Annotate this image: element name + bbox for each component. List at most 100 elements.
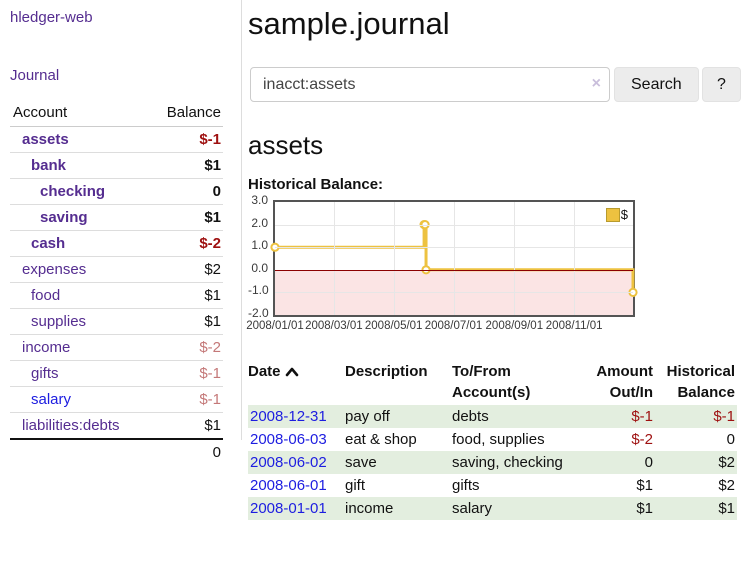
register-cell-balance: 0 bbox=[726, 431, 735, 448]
sidebar-item-journal[interactable]: Journal bbox=[10, 67, 60, 84]
account-balance: $-1 bbox=[148, 386, 223, 413]
account-balance: $1 bbox=[204, 417, 221, 434]
x-axis-tick-label: 2008/07/01 bbox=[424, 320, 483, 332]
x-axis-tick-label: 2008/03/01 bbox=[305, 320, 363, 332]
page-title: sample.journal bbox=[248, 6, 450, 41]
account-row: supplies $1 bbox=[10, 308, 223, 335]
register-cell-description: pay off bbox=[345, 405, 452, 428]
account-row: checking 0 bbox=[10, 178, 223, 205]
sidebar: hledger-web Journal Account Balance asse… bbox=[0, 0, 242, 465]
transaction-date-link[interactable]: 2008-06-02 bbox=[250, 454, 327, 471]
gridline bbox=[574, 202, 576, 315]
register-cell-tofrom: salary bbox=[452, 497, 580, 520]
account-row: food $1 bbox=[10, 282, 223, 309]
account-balance: $1 bbox=[148, 308, 223, 335]
register-row: 2008-01-01 income salary $1 $1 bbox=[248, 497, 737, 520]
legend-label: $ bbox=[620, 207, 628, 222]
x-axis-tick-label: 2008/11/01 bbox=[545, 320, 603, 332]
sidebar-account-salary[interactable]: salary bbox=[31, 391, 72, 408]
account-row: liabilities:debts $1 bbox=[10, 413, 223, 440]
register-header-tofrom: To/From Account(s) bbox=[452, 363, 531, 401]
y-axis-tick-label: 2.0 bbox=[251, 215, 268, 230]
register-cell-tofrom: gifts bbox=[452, 477, 480, 494]
accounts-total-value: 0 bbox=[148, 438, 223, 465]
account-balance: $-2 bbox=[148, 334, 223, 361]
x-axis-tick-label: 2008/09/01 bbox=[485, 320, 544, 332]
main-content: sample.journal × Search ? assets Histori… bbox=[246, 0, 742, 520]
register-row: 2008-06-03 eat & shop food, supplies $-2 0 bbox=[248, 428, 737, 451]
y-axis-tick-label: 3.0 bbox=[251, 193, 268, 207]
legend-swatch-icon bbox=[605, 207, 620, 222]
sidebar-account-bank[interactable]: bank bbox=[31, 157, 67, 174]
register-cell-description: gift bbox=[345, 477, 366, 494]
gridline bbox=[514, 202, 516, 315]
sidebar-account-checking[interactable]: checking bbox=[40, 183, 106, 200]
transaction-date-link[interactable]: 2008-12-31 bbox=[250, 408, 327, 425]
search-input[interactable] bbox=[250, 67, 610, 102]
search-button[interactable]: Search bbox=[614, 67, 699, 102]
gridline bbox=[275, 247, 633, 249]
sidebar-account-gifts[interactable]: gifts bbox=[31, 365, 59, 382]
transaction-date-link[interactable]: 2008-06-03 bbox=[250, 431, 327, 448]
account-balance: 0 bbox=[148, 178, 223, 205]
sidebar-account-liabilities-debts[interactable]: liabilities:debts bbox=[22, 417, 120, 434]
account-row: cash $-2 bbox=[10, 230, 223, 257]
account-row: expenses $2 bbox=[10, 256, 223, 283]
search-form: × Search ? bbox=[248, 67, 742, 103]
account-row: salary $-1 bbox=[10, 386, 223, 413]
historical-balance-chart: 3.0 2.0 1.0 0.0 -1.0 -2.0 $ 2008/01/01 2008/03… bbox=[246, 194, 742, 340]
help-button[interactable]: ? bbox=[702, 67, 741, 102]
sidebar-account-supplies[interactable]: supplies bbox=[31, 313, 87, 330]
register-cell-description: income bbox=[345, 497, 452, 520]
sidebar-account-income[interactable]: income bbox=[22, 339, 71, 356]
register-cell-amount: $-1 bbox=[580, 405, 655, 428]
register-cell-description: eat & shop bbox=[345, 431, 417, 448]
register-header-description: Description bbox=[345, 363, 428, 380]
x-axis-tick-label: 2008/01/01 bbox=[246, 320, 304, 332]
register-header-amount: Amount Out/In bbox=[596, 363, 653, 401]
register-cell-amount: $1 bbox=[636, 477, 653, 494]
sidebar-account-cash[interactable]: cash bbox=[31, 235, 66, 252]
register-cell-balance: $1 bbox=[655, 497, 737, 520]
register-header-balance: Historical Balance bbox=[666, 363, 735, 401]
sidebar-account-food[interactable]: food bbox=[31, 287, 61, 304]
y-axis-tick-label: 1.0 bbox=[251, 238, 268, 253]
transaction-date-link[interactable]: 2008-06-01 bbox=[250, 477, 327, 494]
gridline bbox=[453, 202, 455, 315]
y-axis-tick-label: 0.0 bbox=[251, 260, 268, 275]
gridline bbox=[393, 202, 395, 315]
transaction-date-link[interactable]: 2008-01-01 bbox=[250, 500, 327, 517]
register-cell-description: save bbox=[345, 451, 452, 474]
account-row: assets $-1 bbox=[10, 126, 223, 153]
account-balance: $-2 bbox=[148, 230, 223, 257]
register-cell-amount: $1 bbox=[580, 497, 655, 520]
sort-ascending-icon bbox=[285, 362, 299, 383]
app-title-link[interactable]: hledger-web bbox=[10, 9, 93, 26]
account-row: bank $1 bbox=[10, 152, 223, 179]
clear-search-icon[interactable]: × bbox=[591, 75, 601, 92]
accounts-header-account: Account bbox=[10, 101, 149, 127]
register-header-date[interactable]: Date bbox=[248, 359, 345, 405]
chart-title: Historical Balance: bbox=[248, 176, 384, 193]
account-balance: $1 bbox=[148, 204, 223, 231]
account-balance: $-1 bbox=[148, 360, 223, 387]
sidebar-account-saving[interactable]: saving bbox=[40, 209, 88, 226]
register-cell-balance: $-1 bbox=[655, 405, 737, 428]
accounts-header-balance: Balance bbox=[148, 101, 223, 127]
gridline bbox=[275, 224, 633, 226]
register-cell-balance: $2 bbox=[655, 451, 737, 474]
account-balance: $2 bbox=[148, 256, 223, 283]
chart-plot-area: $ bbox=[270, 200, 638, 317]
account-balance: $-1 bbox=[148, 126, 223, 153]
register-cell-amount: $-2 bbox=[631, 431, 653, 448]
sidebar-account-assets[interactable]: assets bbox=[22, 131, 69, 148]
x-axis-tick-label: 2008/05/01 bbox=[364, 320, 423, 332]
zero-line bbox=[275, 269, 633, 271]
account-row: income $-2 bbox=[10, 334, 223, 361]
register-cell-tofrom: saving, checking bbox=[452, 451, 580, 474]
gridline bbox=[333, 202, 335, 315]
sidebar-account-expenses[interactable]: expenses bbox=[22, 261, 87, 278]
y-axis-tick-label: -1.0 bbox=[248, 283, 269, 298]
register-row: 2008-12-31 pay off debts $-1 $-1 bbox=[248, 405, 737, 428]
register-row: 2008-06-01 gift gifts $1 $2 bbox=[248, 474, 737, 497]
